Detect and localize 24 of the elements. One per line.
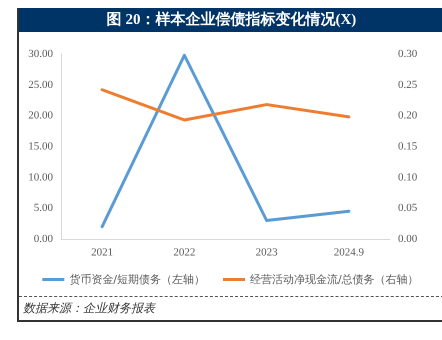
- y-tick-label: 20.00: [28, 110, 54, 122]
- y-tick-label: 0.00: [34, 233, 54, 245]
- y2-tick-label: 0.25: [398, 78, 418, 91]
- y2-tick-label: 0.05: [398, 202, 418, 214]
- legend-label: 经营活动净现金流/总债务（右轴）: [250, 273, 419, 286]
- y-tick-label: 5.00: [34, 202, 54, 214]
- x-tick-label: 2024.9: [334, 246, 364, 258]
- legend-label: 货币资金/短期债务（左轴）: [69, 273, 206, 286]
- source-note: 数据来源：企业财务报表: [23, 300, 155, 317]
- x-tick-label: 2023: [256, 246, 278, 258]
- y2-tick-label: 0.20: [398, 110, 418, 122]
- y2-tick-label: 0.30: [398, 48, 418, 60]
- y2-tick-label: 0.10: [398, 171, 418, 184]
- y-tick-label: 30.00: [28, 48, 54, 60]
- line-series: [100, 88, 350, 122]
- y2-tick-label: 0.00: [398, 233, 418, 245]
- x-tick-label: 2022: [173, 246, 196, 258]
- y-tick-label: 15.00: [28, 140, 54, 152]
- y-tick-label: 25.00: [28, 78, 54, 91]
- line-series: [100, 54, 350, 228]
- x-tick-label: 2021: [91, 246, 114, 258]
- y-tick-label: 10.00: [28, 171, 54, 184]
- chart-title: 图 20：样本企业偿债指标变化情况(X): [19, 8, 442, 32]
- y2-tick-label: 0.15: [398, 140, 418, 152]
